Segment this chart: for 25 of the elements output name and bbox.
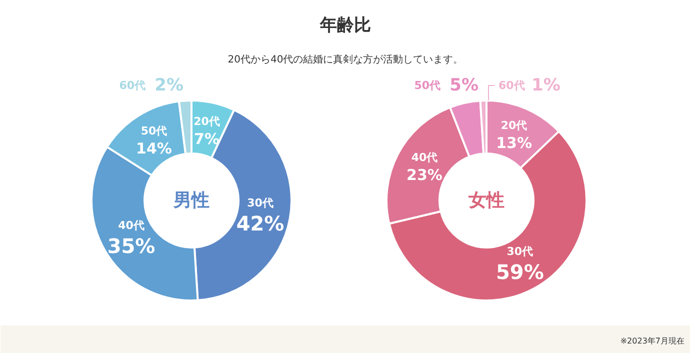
text: ※2023年7月現在 (620, 336, 685, 346)
data-label: 42% (236, 212, 284, 236)
text: 年齢比 (319, 16, 371, 36)
text: 20代から40代の結婚に真剣な方が活動しています。 (228, 54, 464, 66)
data-label: 23% (406, 166, 442, 184)
data-label: 35% (107, 234, 156, 258)
slice-label: 20代 (500, 119, 528, 132)
slice-label: 60代 (498, 79, 525, 92)
slice-label: 30代 (506, 245, 534, 258)
data-label: 1% (532, 76, 560, 96)
data-label: 7% (194, 130, 220, 148)
data-label: 59% (496, 260, 544, 284)
slice-label: 50代 (140, 124, 168, 138)
slice-label: 30代 (247, 196, 274, 210)
text: 女性 (468, 190, 504, 211)
slice-label: 40代 (118, 219, 144, 232)
data-label: 13% (496, 134, 532, 152)
slice-label: 20代 (194, 115, 220, 128)
slice-label: 60代 (119, 79, 146, 92)
slice-label: 40代 (411, 151, 438, 164)
data-label: 14% (136, 139, 172, 158)
data-label: 2% (154, 76, 184, 96)
text: 男性 (172, 190, 210, 211)
slice-label: 50代 (414, 79, 441, 92)
data-label: 5% (450, 76, 479, 96)
